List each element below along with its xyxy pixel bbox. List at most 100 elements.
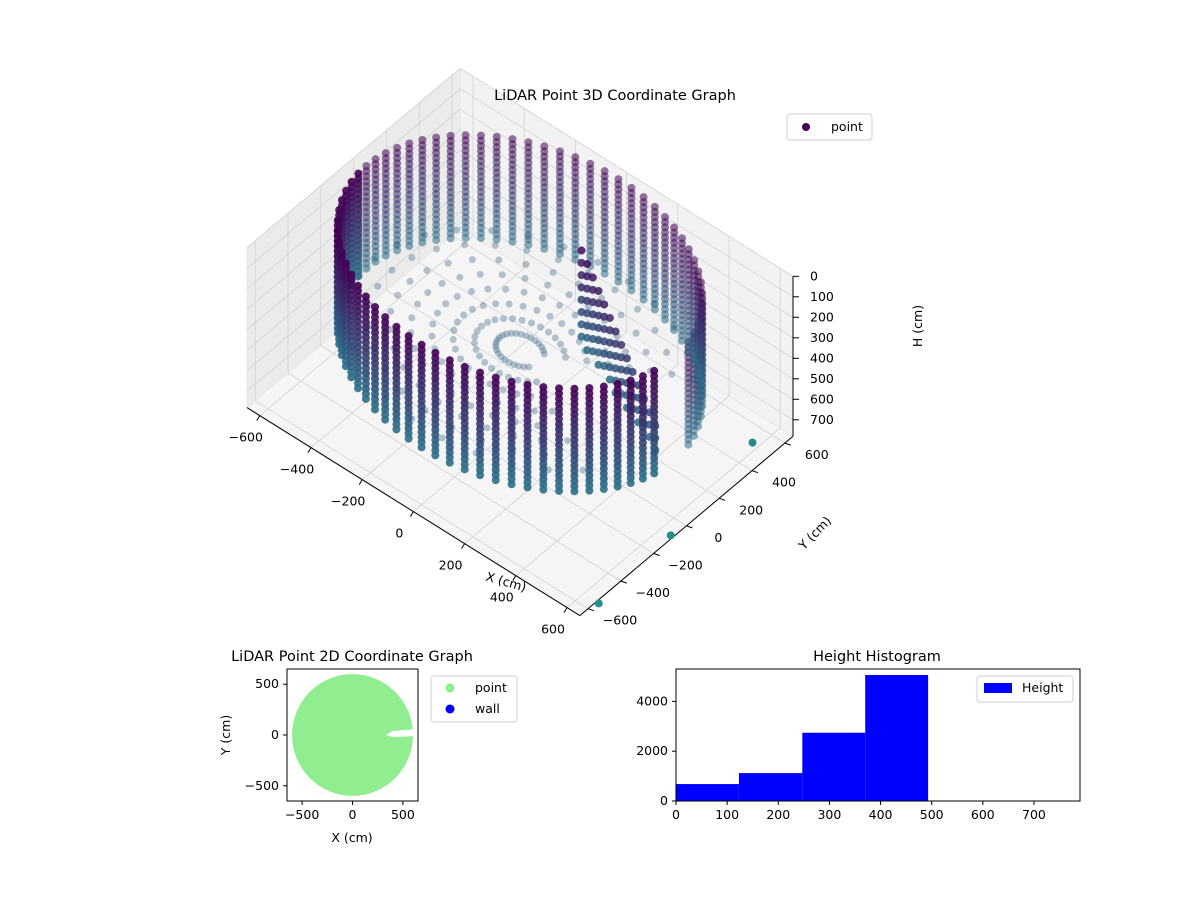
point-marker <box>538 343 546 351</box>
x-tick-mark <box>358 479 363 485</box>
grid-z-back <box>459 88 794 298</box>
point-marker <box>488 364 496 372</box>
chart-3d-legend-frame <box>786 113 873 141</box>
point-marker <box>517 330 525 338</box>
z-tick-label: 700 <box>810 412 834 427</box>
chart-3d-legend: point <box>786 113 873 141</box>
point-marker <box>387 307 395 315</box>
x-tick-label: 200 <box>439 558 463 573</box>
gap-area <box>385 728 418 738</box>
point-marker <box>689 374 697 382</box>
point-marker <box>617 340 626 349</box>
point-marker <box>683 349 691 357</box>
point-marker <box>460 311 468 319</box>
point-marker <box>478 322 486 330</box>
point-marker <box>470 339 478 347</box>
y-tick-label: −600 <box>603 613 637 628</box>
x-tick-label: 600 <box>541 622 565 637</box>
point-marker <box>354 272 363 281</box>
point-marker <box>381 415 390 424</box>
z-tick-label: 0 <box>810 268 818 283</box>
point-marker <box>540 244 549 253</box>
chart-3d-legend-marker <box>802 123 810 131</box>
point-marker <box>539 485 548 494</box>
point-marker <box>499 315 507 323</box>
chart-2d-ticks: −500 0 500 500 0 −500 <box>245 676 415 822</box>
z-tick-label: 400 <box>810 350 834 365</box>
chart-2d-xlabel: X (cm) <box>331 830 372 845</box>
outlier-point <box>748 438 757 447</box>
point-marker <box>476 234 485 243</box>
point-marker <box>696 412 705 421</box>
point-marker <box>538 294 546 302</box>
point-marker <box>446 234 455 243</box>
x-tick-mark <box>307 447 312 453</box>
chart-2d-legend-point: point <box>475 680 507 695</box>
x-tick-label: 0 <box>672 807 680 822</box>
chart-2d-plot <box>286 668 419 802</box>
point-marker <box>684 440 693 449</box>
point-marker <box>556 301 564 309</box>
chart-2d-legend-wall: wall <box>475 701 500 716</box>
point-marker <box>605 313 614 322</box>
point-marker <box>418 238 427 247</box>
point-marker <box>522 332 530 340</box>
point-marker <box>518 316 526 324</box>
point-marker <box>546 312 554 320</box>
point-marker <box>588 273 597 282</box>
point-marker <box>507 329 515 337</box>
y-tick-mark <box>686 525 693 529</box>
y-tick-label: 0 <box>660 793 668 808</box>
x-tick-label: 500 <box>920 807 944 822</box>
point-marker <box>428 332 436 340</box>
point-marker <box>492 339 500 347</box>
point-marker <box>433 309 441 317</box>
chart-3d-legend-label: point <box>831 119 863 134</box>
point-marker <box>624 277 632 285</box>
point-marker <box>565 291 573 299</box>
point-marker <box>617 311 625 319</box>
y-tick-mark <box>653 553 660 556</box>
histogram-bar <box>676 784 739 801</box>
y-tick-label: 0 <box>714 530 722 545</box>
point-marker <box>483 424 491 432</box>
chart-3d-title: LiDAR Point 3D Coordinate Graph <box>494 88 736 104</box>
point-marker <box>374 282 382 290</box>
point-marker <box>600 300 609 309</box>
point-marker <box>560 243 568 251</box>
chart-2d-legend: point wall <box>430 675 518 723</box>
grid-z-back <box>459 67 794 277</box>
point-marker <box>678 336 687 345</box>
x-tick-label: −500 <box>285 807 319 822</box>
histogram-bar <box>802 732 866 801</box>
point-marker <box>456 273 464 281</box>
chart-histogram-ticks: 0 100 200 300 400 500 600 700 0 2000 4000 <box>636 693 1046 822</box>
point-marker <box>497 353 505 361</box>
point-marker <box>670 324 678 332</box>
x-axis-line <box>246 407 581 617</box>
z-tick-label: 200 <box>810 309 834 324</box>
point-marker <box>530 407 538 415</box>
point-marker <box>475 352 483 360</box>
point-marker <box>535 340 543 348</box>
point-marker <box>661 315 670 324</box>
x-tick-label: 0 <box>395 526 403 541</box>
point-marker <box>524 240 533 249</box>
chart-histogram-legend-label: Height <box>1022 680 1063 695</box>
point-marker <box>533 306 541 314</box>
point-marker <box>509 315 517 323</box>
point-marker <box>571 255 580 264</box>
point-marker <box>450 326 458 334</box>
chart-3d-zlabel: H (cm) <box>910 305 925 347</box>
point-marker <box>539 347 547 355</box>
x-tick-label: 600 <box>971 807 995 822</box>
point-marker <box>432 245 440 253</box>
point-marker <box>554 256 562 264</box>
point-marker <box>642 348 650 356</box>
point-marker <box>468 305 476 313</box>
point-marker <box>536 323 544 331</box>
point-marker <box>499 386 507 394</box>
point-marker <box>431 451 440 460</box>
point-marker <box>414 300 422 308</box>
point-marker <box>493 336 501 344</box>
